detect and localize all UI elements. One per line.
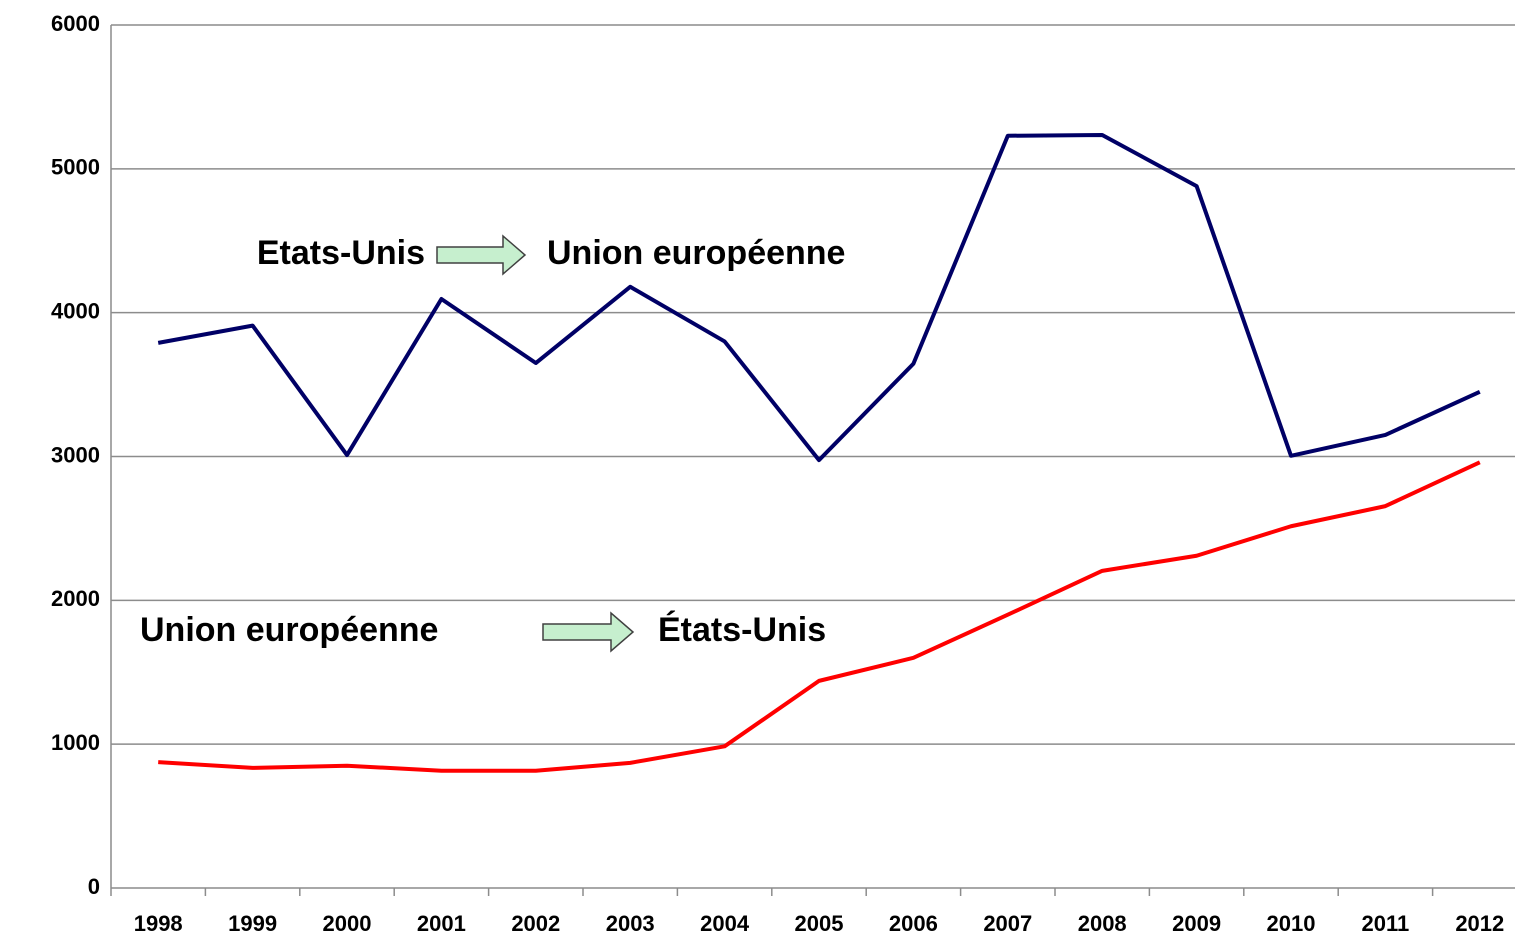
annotation: Union européenne: [547, 234, 845, 272]
annotation: Union européenne: [140, 611, 438, 649]
arrow: [436, 234, 527, 276]
x-tick-label: 2012: [1455, 911, 1504, 936]
x-tick-label: 2007: [983, 911, 1032, 936]
y-tick-label: 4000: [51, 298, 100, 323]
annotation: États-Unis: [658, 611, 826, 649]
x-tick-label: 2001: [417, 911, 466, 936]
annotation: Etats-Unis: [257, 234, 425, 272]
y-tick-label: 0: [88, 874, 100, 899]
x-tick-label: 2008: [1078, 911, 1127, 936]
x-tick-label: 2009: [1172, 911, 1221, 936]
x-tick-label: 1999: [228, 911, 277, 936]
arrow: [542, 611, 635, 653]
x-tick-label: 2000: [323, 911, 372, 936]
x-tick-label: 2003: [606, 911, 655, 936]
x-tick-label: 2011: [1362, 911, 1410, 936]
y-tick-label: 2000: [51, 586, 100, 611]
line-series: [157, 133, 1481, 463]
y-tick-label: 6000: [51, 11, 100, 36]
x-tick-label: 2006: [889, 911, 938, 936]
y-tick-label: 1000: [51, 730, 100, 755]
x-tick-label: 2002: [511, 911, 560, 936]
y-tick-label: 5000: [51, 155, 100, 180]
x-tick-label: 2005: [795, 911, 844, 936]
x-tick-label: 2004: [700, 911, 750, 936]
y-tick-label: 3000: [51, 442, 100, 467]
line-series: [158, 460, 1481, 773]
x-tick-label: 2010: [1267, 911, 1316, 936]
x-tick-label: 1998: [134, 911, 183, 936]
